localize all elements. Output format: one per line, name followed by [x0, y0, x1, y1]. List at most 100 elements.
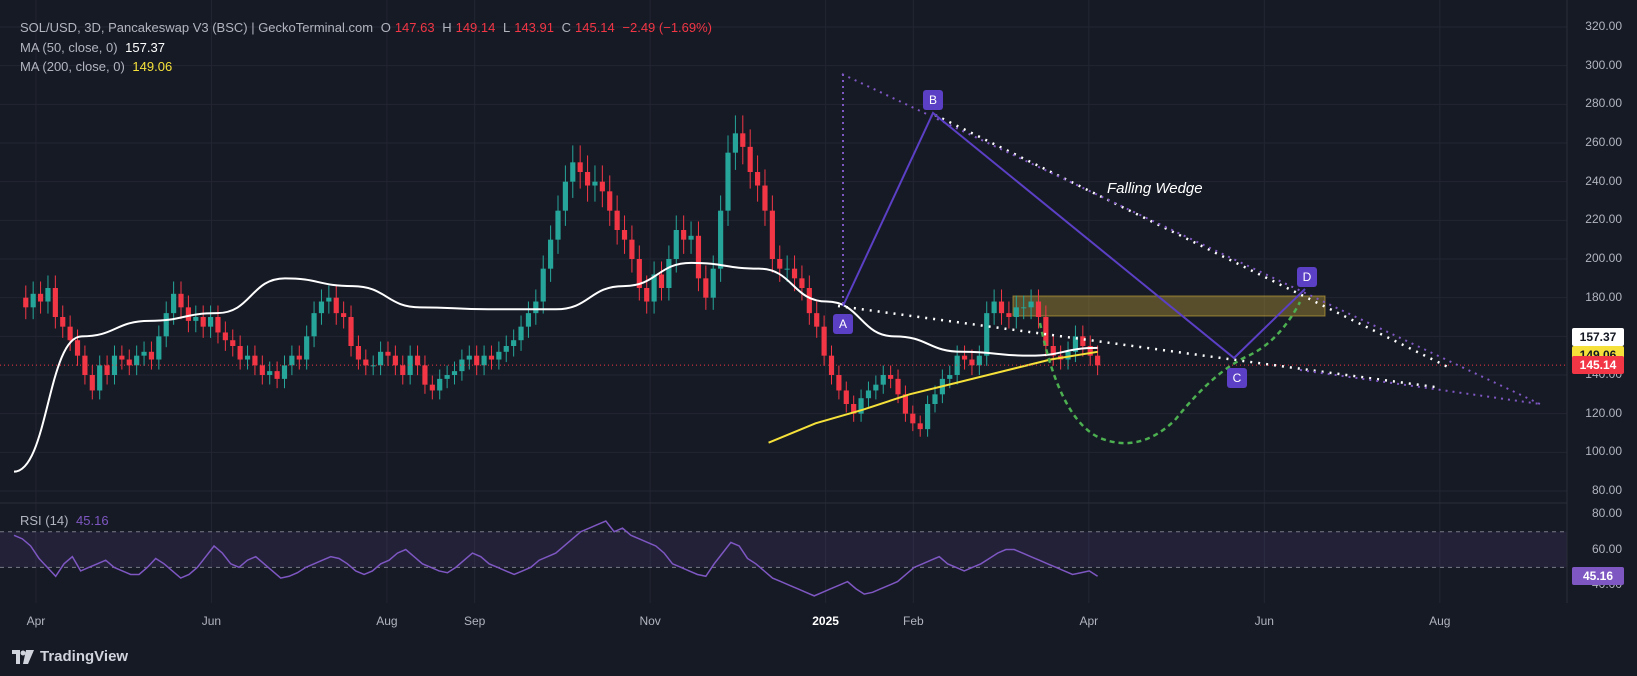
candle-body	[281, 365, 288, 379]
candle-body	[947, 375, 953, 379]
candle-body	[333, 297, 339, 314]
candle-body	[1087, 346, 1093, 356]
candle-body	[777, 259, 783, 269]
candle-body	[895, 378, 901, 395]
candle-body	[37, 293, 44, 302]
candle-body	[503, 346, 509, 352]
x-tick-label: Apr	[26, 614, 46, 628]
candle-body	[651, 274, 657, 302]
tradingview-logo[interactable]: TradingView	[12, 648, 128, 665]
candle-body	[378, 351, 384, 366]
candle-body	[769, 210, 775, 259]
candle-body	[355, 346, 362, 360]
last-price-box: 145.14	[1572, 356, 1624, 375]
candle-body	[681, 230, 687, 240]
x-tick-label: Feb	[903, 614, 924, 628]
symbol-title: SOL/USD, 3D, Pancakeswap V3 (BSC) | Geck…	[20, 20, 374, 35]
x-tick-label: 2025	[812, 614, 839, 628]
candle-body	[207, 317, 214, 327]
candle-body	[932, 394, 938, 404]
candle-body	[577, 162, 583, 172]
candle-body	[215, 317, 221, 333]
candle-body	[74, 340, 81, 356]
candle-body	[237, 346, 243, 360]
high-value: 149.14	[455, 20, 496, 35]
candles	[23, 115, 1101, 437]
candle-body	[414, 355, 421, 366]
high-label: H	[442, 20, 452, 35]
candle-body	[252, 355, 258, 366]
ma50-price-box: 157.37	[1572, 328, 1624, 347]
candle-body	[710, 268, 716, 298]
candle-body	[518, 326, 524, 341]
tradingview-logo-icon	[12, 649, 34, 664]
candle-body	[1095, 355, 1101, 366]
candle-body	[636, 259, 642, 288]
rsi-legend[interactable]: RSI (14) 45.16	[20, 513, 113, 528]
candle-body	[363, 359, 369, 366]
y-tick-label: 80.00	[1591, 483, 1622, 497]
candle-body	[991, 301, 997, 314]
rsi-value-box: 45.16	[1572, 566, 1624, 585]
candle-body	[326, 297, 332, 302]
pattern-point-d: D	[1297, 267, 1317, 287]
candle-body	[104, 365, 110, 375]
candle-body	[60, 317, 66, 327]
x-tick-label: Nov	[639, 614, 661, 628]
candle-body	[695, 235, 702, 279]
ma200-legend[interactable]: MA (200, close, 0) 149.06	[20, 59, 176, 74]
candle-body	[126, 359, 132, 366]
candle-body	[954, 355, 960, 375]
candle-body	[917, 423, 923, 430]
candle-body	[52, 288, 58, 317]
candle-body	[111, 355, 118, 375]
candle-body	[466, 355, 472, 360]
candle-body	[134, 355, 140, 366]
rsi-band	[0, 531, 1567, 568]
chart-header: SOL/USD, 3D, Pancakeswap V3 (BSC) | Geck…	[20, 20, 716, 35]
ma50-legend[interactable]: MA (50, close, 0) 157.37	[20, 40, 169, 55]
pattern-point-b: B	[923, 90, 943, 110]
candle-body	[888, 375, 894, 379]
candle-body	[880, 375, 886, 385]
candle-body	[488, 355, 495, 360]
candle-body	[851, 404, 857, 414]
candle-body	[540, 268, 546, 302]
open-value: 147.63	[394, 20, 435, 35]
ma50-line	[13, 261, 1098, 473]
pattern-point-a: A	[833, 314, 853, 334]
candle-body	[67, 326, 73, 341]
rsi-tick-label: 80.00	[1591, 505, 1622, 520]
candle-body	[998, 301, 1005, 314]
candle-body	[230, 340, 236, 346]
candle-body	[865, 390, 872, 399]
rsi-band-lines	[0, 531, 1567, 568]
cup-arc	[1038, 301, 1302, 445]
candle-body	[732, 133, 738, 153]
candle-body	[614, 210, 620, 230]
candle-body	[296, 355, 302, 360]
ma200-label: MA (200, close, 0)	[20, 59, 125, 74]
candle-body	[1050, 346, 1056, 356]
candle-body	[392, 355, 398, 366]
wedge-projection-line	[841, 73, 1541, 405]
candle-body	[267, 371, 273, 375]
candle-body	[459, 359, 465, 372]
candle-body	[171, 293, 177, 314]
candle-body	[1080, 336, 1086, 346]
low-label: L	[502, 20, 511, 35]
x-tick-label: Jun	[201, 614, 222, 628]
candle-body	[318, 301, 325, 314]
candle-body	[178, 293, 184, 308]
candle-body	[555, 210, 561, 240]
candle-body	[222, 332, 228, 341]
candle-body	[200, 317, 206, 327]
candle-body	[1021, 307, 1027, 309]
candle-body	[910, 413, 916, 424]
candle-body	[244, 355, 251, 360]
candle-body	[688, 235, 694, 240]
x-tick-label: Apr	[1079, 614, 1099, 628]
candle-body	[976, 355, 982, 366]
close-label: C	[561, 20, 571, 35]
